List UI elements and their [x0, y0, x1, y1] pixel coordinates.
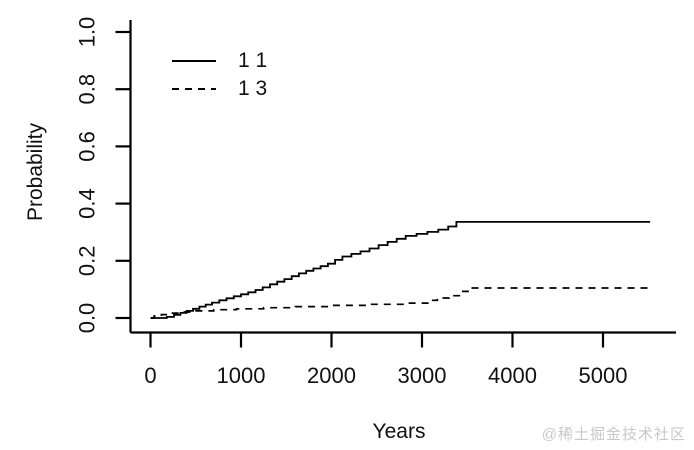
legend-label-dashed: 1 3 [238, 77, 268, 100]
x-axis-title: Years [372, 420, 426, 443]
y-tick-label: 0.0 [75, 303, 100, 334]
y-tick-label: 0.2 [75, 246, 100, 277]
y-axis-title: Probability [24, 122, 47, 222]
y-tick-label: 0.8 [75, 74, 100, 105]
legend-item-solid: 1 1 [172, 47, 267, 75]
x-tick-label: 4000 [488, 363, 537, 388]
legend-label-solid: 1 1 [238, 49, 268, 72]
x-tick-label: 2000 [307, 363, 356, 388]
y-tick-label: 0.4 [75, 188, 100, 219]
x-tick-label: 0 [144, 363, 156, 388]
legend-solid-line-icon [172, 60, 216, 62]
watermark: @稀土掘金技术社区 [541, 426, 686, 443]
x-tick-label: 1000 [217, 363, 266, 388]
x-tick-label: 3000 [398, 363, 447, 388]
series-line-dashed [150, 287, 651, 319]
y-tick-label: 0.6 [75, 131, 100, 162]
y-tick-label: 1.0 [75, 17, 100, 48]
x-tick-label: 5000 [579, 363, 628, 388]
legend: 1 1 1 3 [172, 47, 267, 103]
series-line-solid [150, 221, 651, 319]
legend-dashed-line-icon [172, 88, 216, 90]
legend-item-dashed: 1 3 [172, 75, 267, 103]
